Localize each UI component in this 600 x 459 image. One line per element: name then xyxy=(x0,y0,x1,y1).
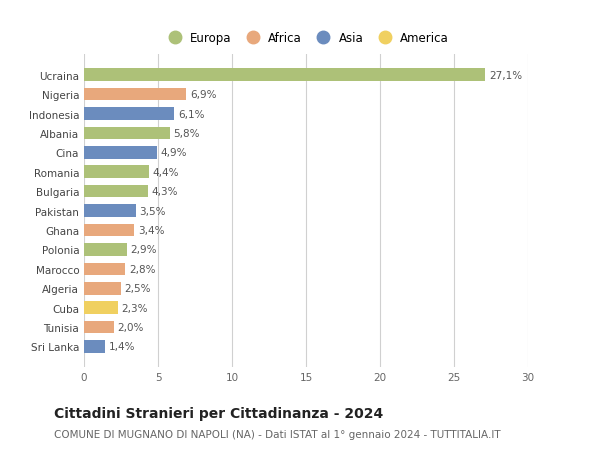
Bar xyxy=(84,321,113,334)
Bar xyxy=(84,244,127,256)
Bar xyxy=(84,89,186,101)
Bar xyxy=(84,282,121,295)
Text: 4,9%: 4,9% xyxy=(160,148,187,158)
Text: 3,5%: 3,5% xyxy=(139,206,166,216)
Bar xyxy=(84,263,125,275)
Text: 4,3%: 4,3% xyxy=(151,187,178,197)
Text: 2,3%: 2,3% xyxy=(122,303,148,313)
Text: Cittadini Stranieri per Cittadinanza - 2024: Cittadini Stranieri per Cittadinanza - 2… xyxy=(54,406,383,420)
Text: 2,5%: 2,5% xyxy=(125,284,151,294)
Bar xyxy=(84,341,105,353)
Text: 4,4%: 4,4% xyxy=(153,168,179,177)
Text: 6,9%: 6,9% xyxy=(190,90,217,100)
Bar xyxy=(84,302,118,314)
Bar xyxy=(84,147,157,159)
Bar xyxy=(84,69,485,82)
Text: 3,4%: 3,4% xyxy=(138,225,164,235)
Text: 2,8%: 2,8% xyxy=(129,264,155,274)
Bar xyxy=(84,108,174,121)
Bar xyxy=(84,166,149,179)
Text: 5,8%: 5,8% xyxy=(173,129,200,139)
Bar xyxy=(84,185,148,198)
Bar xyxy=(84,205,136,218)
Text: 2,9%: 2,9% xyxy=(131,245,157,255)
Text: 2,0%: 2,0% xyxy=(118,322,143,332)
Legend: Europa, Africa, Asia, America: Europa, Africa, Asia, America xyxy=(161,30,451,47)
Text: COMUNE DI MUGNANO DI NAPOLI (NA) - Dati ISTAT al 1° gennaio 2024 - TUTTITALIA.IT: COMUNE DI MUGNANO DI NAPOLI (NA) - Dati … xyxy=(54,429,500,439)
Bar xyxy=(84,127,170,140)
Bar xyxy=(84,224,134,237)
Text: 6,1%: 6,1% xyxy=(178,109,205,119)
Text: 1,4%: 1,4% xyxy=(109,342,135,352)
Text: 27,1%: 27,1% xyxy=(489,71,522,80)
